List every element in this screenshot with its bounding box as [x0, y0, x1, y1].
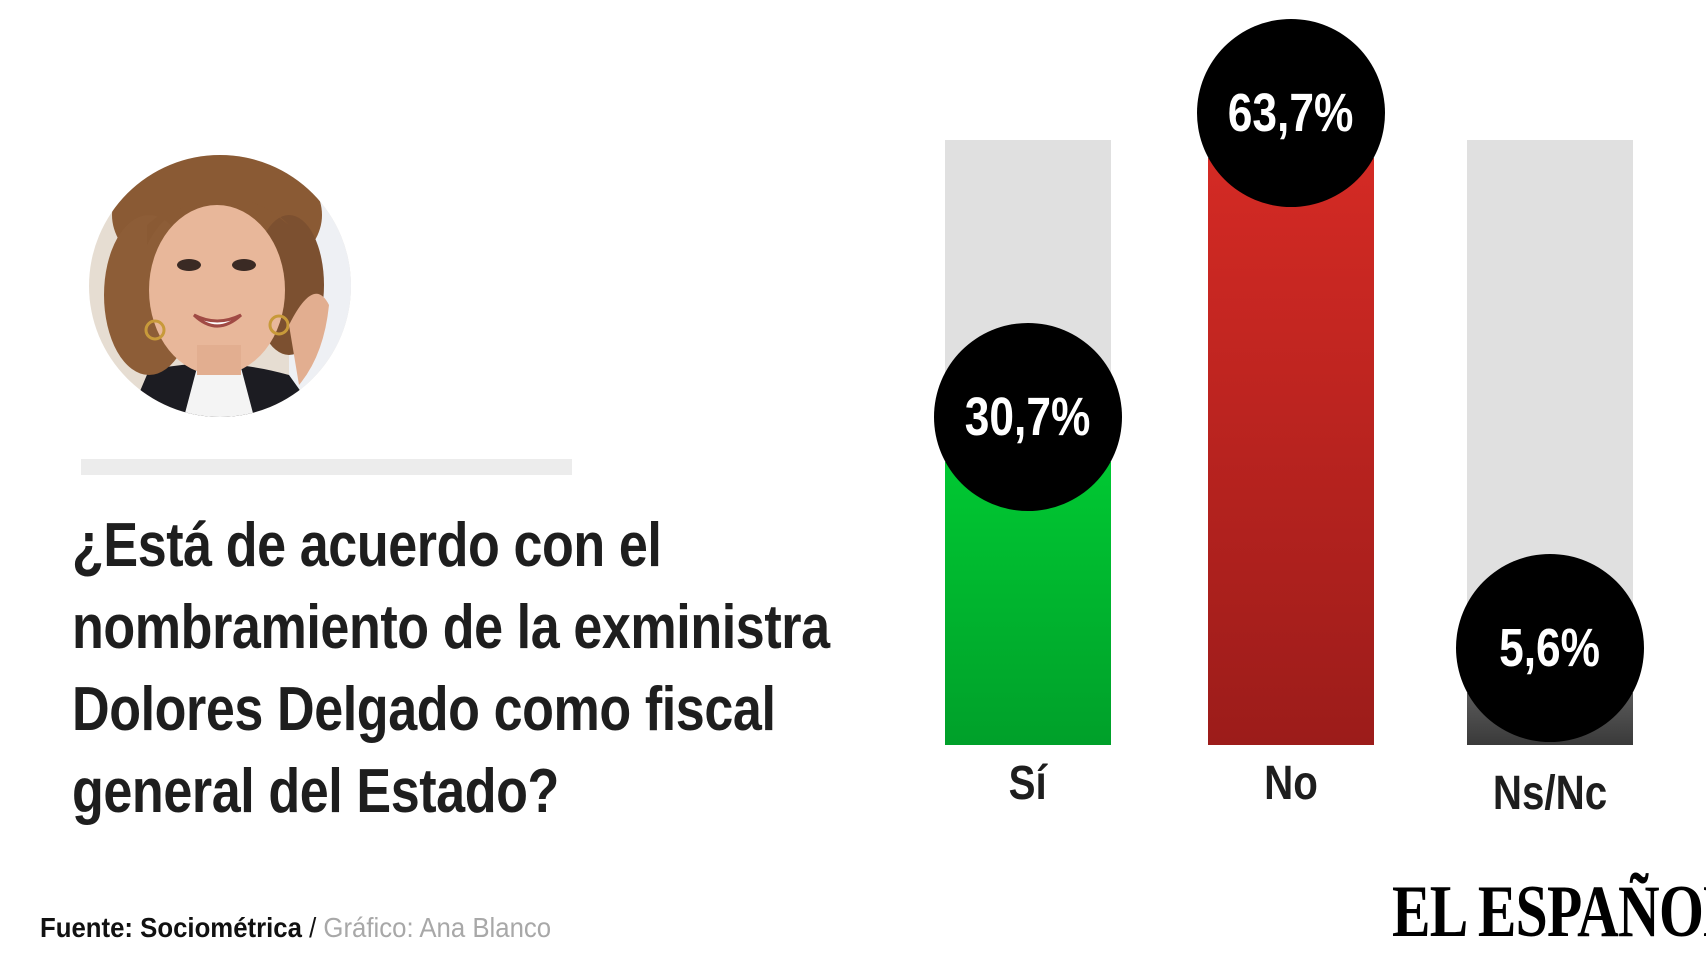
question-line: ¿Está de acuerdo con el: [72, 511, 662, 580]
bar-1: [1208, 158, 1374, 745]
category-label-text: Sí: [1008, 757, 1048, 810]
data-label: 30,7%: [965, 387, 1091, 448]
data-label-bubble: 30,7%: [934, 323, 1122, 512]
portrait-photo: [89, 155, 351, 417]
divider: [81, 459, 572, 475]
category-label: Ns/Nc: [1440, 766, 1660, 821]
category-label-text: Ns/Nc: [1492, 767, 1608, 820]
category-label-text: No: [1264, 757, 1318, 810]
question-line: Dolores Delgado como fiscal: [72, 675, 776, 744]
question-title: ¿Está de acuerdo con el nombramiento de …: [72, 505, 962, 833]
credit-label: Gráfico: Ana Blanco: [323, 912, 552, 943]
data-label: 63,7%: [1228, 83, 1354, 144]
bar-track: [1208, 140, 1374, 745]
data-label-bubble: 63,7%: [1197, 19, 1385, 208]
source-label: Fuente: Sociométrica: [40, 912, 302, 943]
footer-credits: Fuente: Sociométrica / Gráfico: Ana Blan…: [40, 912, 551, 944]
category-label: Sí: [918, 756, 1138, 811]
question-line: nombramiento de la exministra: [72, 593, 830, 662]
separator: /: [301, 912, 324, 943]
data-label: 5,6%: [1499, 618, 1601, 679]
data-label-bubble: 5,6%: [1456, 554, 1644, 743]
el-espanol-logo: EL ESPAÑOL: [1392, 871, 1706, 953]
question-line: general del Estado?: [72, 757, 559, 826]
category-label: No: [1181, 756, 1401, 811]
